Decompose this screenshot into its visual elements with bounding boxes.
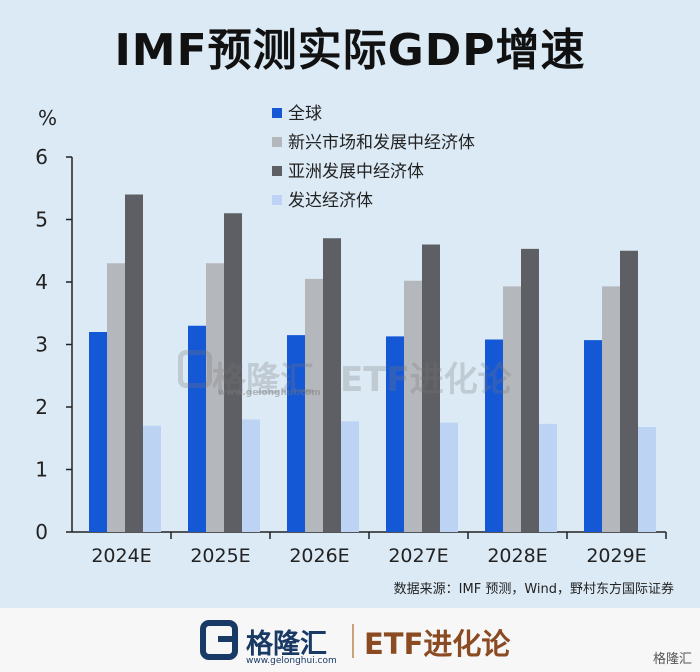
y-tick-label: 4: [35, 270, 48, 294]
bar: [323, 238, 341, 532]
gelonghui-logo-icon: [200, 620, 238, 660]
watermark-etf: ETF进化论: [340, 360, 512, 400]
bar: [107, 263, 125, 532]
bar: [89, 332, 107, 532]
legend-label: 全球: [288, 104, 322, 124]
bar: [188, 325, 206, 532]
bar: [521, 248, 539, 532]
x-category-label: 2028E: [487, 545, 547, 567]
bar: [125, 194, 143, 532]
legend-label: 发达经济体: [288, 191, 373, 211]
y-tick-label: 5: [35, 208, 48, 232]
x-category-label: 2024E: [91, 545, 151, 567]
bar: [602, 286, 620, 532]
bar: [404, 280, 422, 532]
bar: [485, 339, 503, 532]
legend-swatch: [272, 108, 282, 118]
bar: [440, 422, 458, 532]
y-axis-unit-label: %: [38, 106, 57, 130]
y-tick-label: 3: [35, 333, 48, 357]
bar: [584, 340, 602, 532]
footer-brand: 格隆汇: [246, 629, 327, 660]
bar: [539, 423, 557, 532]
bar: [422, 244, 440, 532]
footer-corner-brand: 格隆汇: [652, 652, 692, 667]
chart-title: IMF预测实际GDP增速: [114, 25, 586, 76]
legend-swatch: [272, 137, 282, 147]
watermark-site: www.gelonghui.com: [218, 388, 321, 398]
y-tick-label: 0: [35, 520, 48, 544]
y-tick-label: 1: [35, 458, 48, 482]
footer-site: www.gelonghui.com: [246, 656, 337, 666]
bar: [242, 419, 260, 532]
footer-etf: ETF进化论: [364, 627, 511, 661]
bar: [287, 335, 305, 532]
watermark-logo-icon: [178, 350, 212, 388]
legend-swatch: [272, 195, 282, 205]
bar: [386, 336, 404, 532]
bar: [143, 425, 161, 532]
bar: [638, 427, 656, 532]
bar: [620, 250, 638, 532]
x-category-label: 2029E: [586, 545, 646, 567]
x-category-label: 2025E: [190, 545, 250, 567]
footer-divider: [352, 624, 354, 658]
legend-label: 新兴市场和发展中经济体: [288, 133, 475, 153]
legend-label: 亚洲发展中经济体: [288, 162, 424, 182]
bar: [341, 421, 359, 532]
footer: 格隆汇 www.gelonghui.com ETF进化论 格隆汇: [0, 608, 700, 672]
chart: 0 1 2 3 4 5 6% 2024E 2025E 2026E 2027E 2028E 2029E 全…: [35, 104, 667, 567]
legend-swatch: [272, 166, 282, 176]
y-tick-label: 2: [35, 395, 48, 419]
x-category-label: 2027E: [388, 545, 448, 567]
y-tick-label: 6: [35, 145, 48, 169]
bar: [224, 213, 242, 532]
bar: [503, 286, 521, 532]
data-source: 数据来源：IMF 预测，Wind，野村东方国际证券: [393, 582, 674, 597]
x-category-label: 2026E: [289, 545, 349, 567]
watermark-brand: 格隆汇: [212, 360, 314, 400]
bar: [305, 278, 323, 532]
bar: [206, 263, 224, 532]
